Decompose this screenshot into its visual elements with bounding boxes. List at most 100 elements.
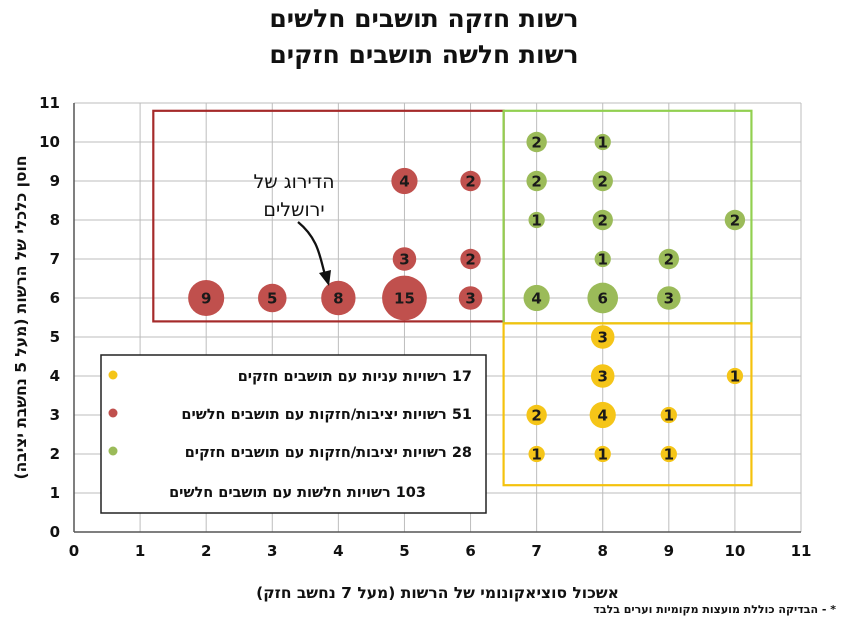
bubble bbox=[594, 250, 611, 268]
bubble bbox=[594, 445, 611, 463]
bubble bbox=[590, 325, 615, 349]
legend-marker bbox=[108, 408, 118, 418]
bubble-label: 1 bbox=[531, 212, 541, 230]
bubble bbox=[587, 282, 619, 314]
chart-title-line2: רשות חלשה תושבים חזקים bbox=[269, 40, 579, 69]
x-tick-label: 10 bbox=[724, 542, 745, 560]
bubble-label: 1 bbox=[664, 407, 674, 425]
y-tick-label: 5 bbox=[50, 328, 60, 346]
bubble-label: 2 bbox=[531, 407, 541, 425]
bubble bbox=[592, 209, 613, 231]
bubble bbox=[258, 283, 287, 313]
y-tick-label: 6 bbox=[50, 289, 60, 307]
bubble-label: 2 bbox=[598, 173, 608, 191]
x-axis-title: אשכול סוציאקונומי של הרשות (מעל 7 נחשב ח… bbox=[256, 584, 619, 602]
bubble-label: 2 bbox=[664, 251, 674, 269]
bubble bbox=[391, 167, 418, 195]
bubble bbox=[590, 364, 615, 388]
x-tick-label: 0 bbox=[69, 542, 79, 560]
bubble-label: 8 bbox=[333, 290, 343, 308]
bubble-label: 1 bbox=[531, 446, 541, 464]
legend-marker bbox=[108, 370, 118, 380]
bubble bbox=[726, 367, 744, 385]
bubble-label: 9 bbox=[201, 290, 211, 308]
bubble-label: 3 bbox=[399, 251, 409, 269]
bubble bbox=[460, 248, 481, 270]
x-tick-label: 3 bbox=[267, 542, 277, 560]
bubble-label: 2 bbox=[531, 134, 541, 152]
bubble-label: 4 bbox=[531, 290, 541, 308]
legend-entry: 28 רשויות יציבות/חזקות עם תושבים חזקים bbox=[185, 445, 472, 461]
bubble bbox=[660, 445, 677, 463]
yellow-region-box bbox=[502, 322, 753, 487]
bubble bbox=[724, 209, 746, 231]
bubble bbox=[458, 286, 483, 310]
bubble-label: 3 bbox=[664, 290, 674, 308]
bubble bbox=[589, 401, 616, 429]
x-tick-label: 2 bbox=[201, 542, 211, 560]
x-tick-label: 7 bbox=[531, 542, 541, 560]
bubble-label: 4 bbox=[598, 407, 608, 425]
y-tick-label: 10 bbox=[39, 133, 60, 151]
bubble bbox=[526, 131, 547, 153]
bubble-label: 3 bbox=[465, 290, 475, 308]
annotation-arrow bbox=[297, 221, 328, 279]
bubble bbox=[526, 170, 547, 192]
x-tick-label: 9 bbox=[664, 542, 674, 560]
bubble-label: 2 bbox=[598, 212, 608, 230]
y-tick-label: 8 bbox=[50, 211, 60, 229]
annotation-line2: ירושלים bbox=[263, 199, 324, 221]
bubble bbox=[392, 247, 417, 271]
y-tick-label: 3 bbox=[50, 406, 60, 424]
bubble-label: 2 bbox=[531, 173, 541, 191]
bubble-label: 1 bbox=[598, 446, 608, 464]
legend-entry: 51 רשויות יציבות/חזקות עם תושבים חלשים bbox=[181, 407, 472, 423]
bubble bbox=[658, 248, 680, 270]
bubble bbox=[594, 133, 611, 151]
bubble bbox=[528, 211, 545, 229]
bubble-label: 1 bbox=[730, 368, 740, 386]
bubble bbox=[460, 170, 481, 192]
y-tick-label: 0 bbox=[50, 523, 60, 541]
legend-box bbox=[100, 354, 487, 514]
bubble bbox=[526, 404, 547, 426]
bubble bbox=[382, 275, 427, 321]
bubble-label: 4 bbox=[399, 173, 409, 191]
bubble-label: 5 bbox=[267, 290, 277, 308]
bubble-label: 2 bbox=[465, 173, 475, 191]
x-tick-label: 1 bbox=[135, 542, 145, 560]
y-tick-label: 4 bbox=[50, 367, 60, 385]
bubble-label: 1 bbox=[598, 251, 608, 269]
bubble-label: 1 bbox=[664, 446, 674, 464]
x-tick-label: 5 bbox=[399, 542, 409, 560]
y-tick-label: 7 bbox=[50, 250, 60, 268]
chart-title-line1: רשות חזקה תושבים חלשים bbox=[269, 4, 579, 33]
bubble bbox=[188, 279, 225, 317]
annotation-arrowhead bbox=[319, 270, 331, 286]
y-tick-label: 2 bbox=[50, 445, 60, 463]
x-tick-label: 6 bbox=[465, 542, 475, 560]
bubble bbox=[657, 286, 681, 310]
bubble-label: 15 bbox=[394, 290, 415, 308]
footnote: * - הבדיקה כוללת מועצות מקומיות וערים בל… bbox=[593, 603, 836, 616]
bubble-label: 2 bbox=[465, 251, 475, 269]
bubble-label: 3 bbox=[598, 368, 608, 386]
bubble-label: 6 bbox=[598, 290, 608, 308]
bubble-label: 1 bbox=[598, 134, 608, 152]
bubble bbox=[660, 406, 677, 424]
bubble-label: 3 bbox=[598, 329, 608, 347]
bubble bbox=[523, 284, 550, 312]
bubble bbox=[321, 280, 356, 316]
x-tick-label: 11 bbox=[791, 542, 812, 560]
y-axis-title: חוסן כלכלי של הרשות (מעל 5 נחשבת יציבה) bbox=[12, 156, 30, 480]
legend-entry: 17 רשויות עניות עם תושבים חזקים bbox=[238, 369, 472, 385]
bubble bbox=[592, 170, 613, 192]
bubble-label: 2 bbox=[730, 212, 740, 230]
legend-marker bbox=[108, 446, 118, 456]
y-tick-label: 9 bbox=[50, 172, 60, 190]
x-tick-label: 8 bbox=[598, 542, 608, 560]
y-tick-label: 1 bbox=[50, 484, 60, 502]
y-tick-label: 11 bbox=[39, 94, 60, 112]
x-tick-label: 4 bbox=[333, 542, 343, 560]
